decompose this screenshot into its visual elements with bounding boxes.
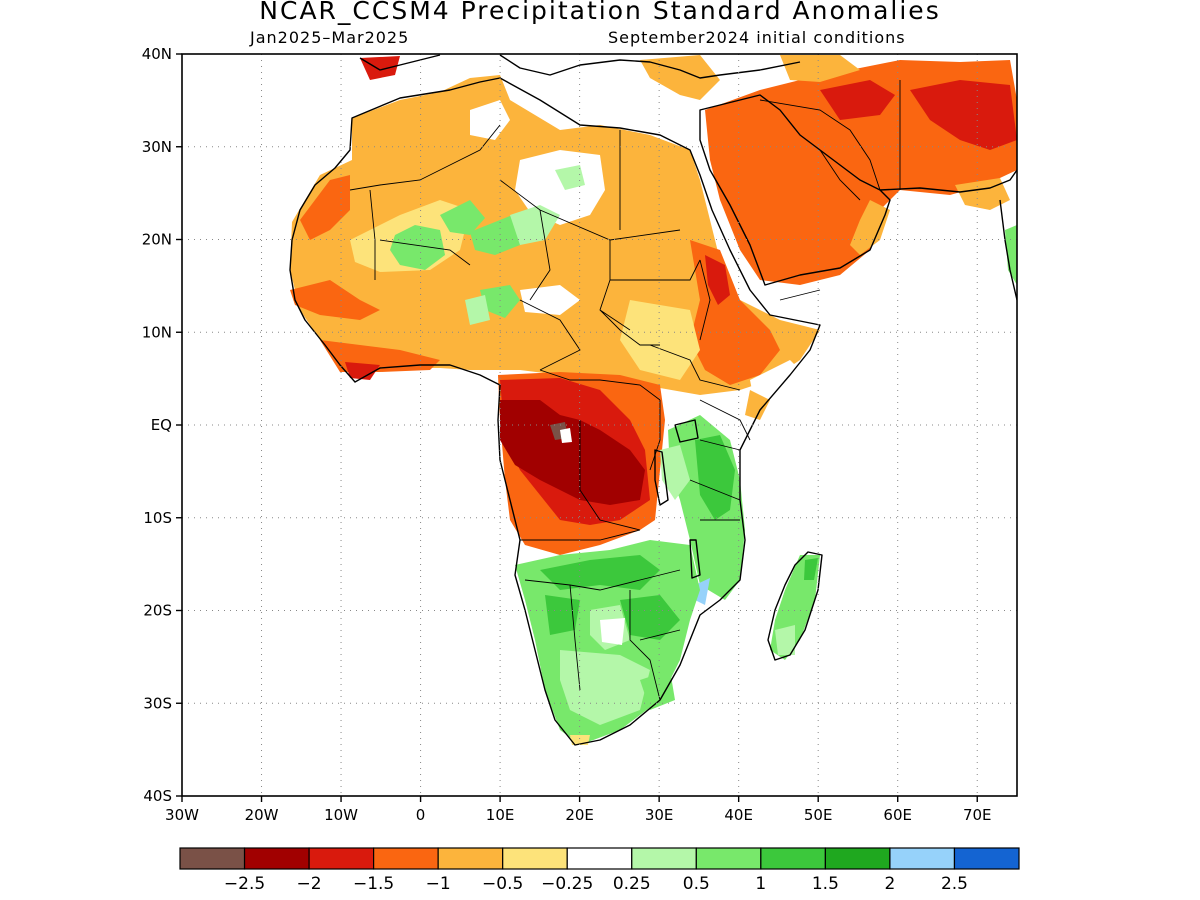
- lon-tick-label: 30W: [165, 806, 199, 824]
- colorbar-swatch: [243, 847, 310, 870]
- lat-tick-label: 10N: [142, 323, 172, 341]
- lake-victoria: [674, 419, 699, 443]
- lat-tick-label: 10S: [143, 509, 172, 527]
- colorbar-label: 0.5: [683, 874, 710, 894]
- lon-tick-label: 40E: [724, 806, 753, 824]
- map-title: NCAR_CCSM4 Precipitation Standard Anomal…: [259, 0, 941, 25]
- coastlines: [289, 54, 1017, 746]
- anomaly-sahara-wet: [390, 225, 445, 270]
- lat-tick-label: EQ: [151, 416, 172, 434]
- colorbar-swatch: [953, 847, 1020, 870]
- colorbar-labels: −2.5 −2 −1.5 −1 −0.5 −0.25 0.25 0.5 1 1.5 2 2.5: [224, 874, 968, 894]
- lon-tick-label: 50E: [804, 806, 833, 824]
- colorbar-label: 0.25: [613, 874, 651, 894]
- colorbar-swatches: [179, 847, 1020, 870]
- lat-tick-label: 20N: [142, 231, 172, 249]
- colorbar-swatch: [824, 847, 891, 870]
- country-borders: [349, 80, 901, 701]
- africa-coastline: [289, 77, 821, 746]
- colorbar-swatch: [760, 847, 826, 870]
- colorbar-swatch: [179, 847, 246, 870]
- lon-tick-label: 10E: [486, 806, 515, 824]
- anomaly-west-sahel: [300, 175, 350, 240]
- iran-coast: [879, 169, 1017, 193]
- colorbar-swatch: [566, 847, 633, 870]
- colorbar-label: −0.5: [482, 874, 523, 894]
- lon-tick-label: 20W: [245, 806, 279, 824]
- colorbar-label: 1: [755, 874, 766, 894]
- colorbar-swatch: [437, 847, 504, 870]
- lake-tanganyika: [654, 449, 669, 506]
- lon-tick-label: 60E: [883, 806, 912, 824]
- colorbar-swatch: [502, 847, 568, 870]
- colorbar-swatch: [373, 847, 439, 870]
- axis-ticks: [176, 53, 978, 802]
- forecast-period: Jan2025–Mar2025: [250, 28, 410, 47]
- colorbar-swatch: [631, 847, 697, 870]
- colorbar-label: −2.5: [224, 874, 265, 894]
- anomaly-congo-extreme: [500, 400, 645, 505]
- lon-tick-label: 30E: [645, 806, 674, 824]
- colorbar-label: −0.25: [541, 874, 593, 894]
- lat-tick-label: 20S: [143, 602, 172, 620]
- lake-malawi: [689, 539, 701, 579]
- colorbar-label: 1.5: [812, 874, 839, 894]
- colorbar-label: 2.5: [941, 874, 968, 894]
- madagascar-coastline: [767, 551, 823, 661]
- lat-tick-label: 40S: [143, 787, 172, 805]
- colorbar-swatch: [889, 847, 956, 870]
- lat-tick-label: 30N: [142, 138, 172, 156]
- lon-tick-label: 20E: [565, 806, 594, 824]
- colorbar-label: −1: [426, 874, 451, 894]
- lon-tick-label: 10W: [324, 806, 358, 824]
- map-grid: [182, 54, 1017, 796]
- lat-tick-label: 40N: [142, 45, 172, 63]
- india-coast: [999, 199, 1017, 301]
- colorbar-label: −2: [297, 874, 322, 894]
- colorbar-swatch: [695, 847, 762, 870]
- arabia-coastline: [699, 94, 891, 286]
- anomaly-field: [290, 55, 1017, 745]
- mediterranean-north-coast: [359, 54, 801, 79]
- lon-tick-label: 0: [416, 806, 426, 824]
- lat-tick-label: 30S: [143, 694, 172, 712]
- colorbar-label: 2: [885, 874, 896, 894]
- colorbar-label: −1.5: [353, 874, 394, 894]
- lon-tick-label: 70E: [963, 806, 992, 824]
- colorbar-swatch: [308, 847, 375, 870]
- initial-conditions: September2024 initial conditions: [608, 28, 906, 47]
